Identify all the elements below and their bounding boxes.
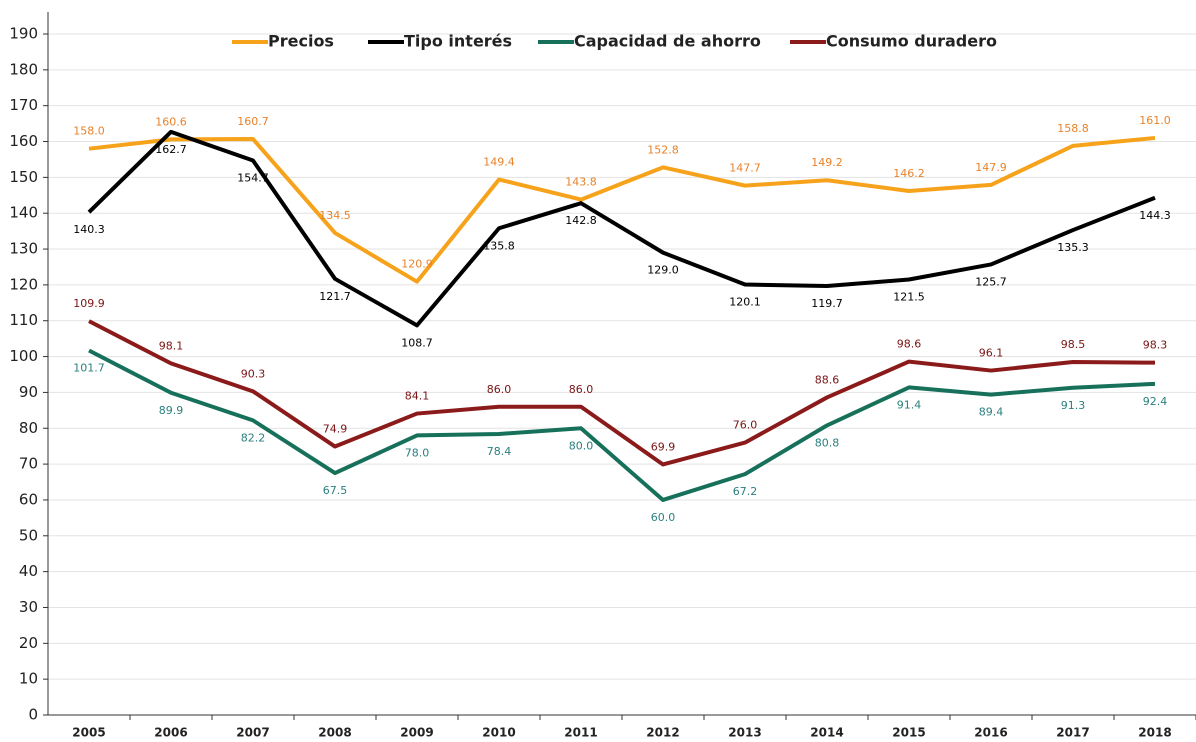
data-label: 147.7 [729,162,761,175]
data-label: 140.3 [73,223,105,236]
y-tick-label: 170 [9,96,38,114]
data-label: 135.8 [483,239,515,252]
y-tick-label: 20 [19,634,38,652]
x-tick-label: 2007 [236,726,269,740]
x-tick-label: 2014 [810,726,843,740]
x-tick-label: 2016 [974,726,1007,740]
y-tick-label: 130 [9,240,38,258]
data-label: 119.7 [811,297,843,310]
data-label: 162.7 [155,143,187,156]
x-tick-label: 2005 [72,726,105,740]
series-line [88,135,1156,284]
data-label: 149.2 [811,156,843,169]
x-tick-label: 2012 [646,726,679,740]
data-label: 125.7 [975,275,1007,288]
data-label: 84.1 [405,390,430,403]
data-label: 67.5 [323,484,348,497]
data-label: 108.7 [401,336,433,349]
data-label: 98.5 [1061,338,1086,351]
x-tick-label: 2008 [318,726,351,740]
y-tick-label: 150 [9,168,38,186]
y-tick-label: 120 [9,275,38,293]
x-tick-label: 2015 [892,726,925,740]
x-tick-label: 2013 [728,726,761,740]
y-tick-label: 100 [9,347,38,365]
x-tick-label: 2010 [482,726,515,740]
data-label: 67.2 [733,485,758,498]
x-tick-label: 2009 [400,726,433,740]
series-line [88,348,1156,502]
data-label: 149.4 [483,156,515,169]
data-label: 134.5 [319,209,351,222]
data-label: 88.6 [815,373,840,386]
data-label: 154.7 [237,172,269,185]
data-label: 92.4 [1143,395,1168,408]
data-label: 101.7 [73,361,105,374]
data-label: 144.3 [1139,209,1171,222]
y-tick-label: 180 [9,60,38,78]
data-label: 90.3 [241,367,266,380]
data-label: 69.9 [651,440,676,453]
y-tick-label: 160 [9,132,38,150]
data-label: 143.8 [565,176,597,189]
data-label: 98.6 [897,338,922,351]
data-label: 86.0 [569,383,594,396]
data-label: 96.1 [979,347,1004,360]
data-label: 152.8 [647,143,679,156]
data-label: 121.5 [893,291,925,304]
data-label: 91.4 [897,398,922,411]
data-label: 86.0 [487,383,512,396]
data-label: 89.9 [159,404,184,417]
data-label: 146.2 [893,167,925,180]
data-label: 120.9 [401,258,433,271]
data-label: 120.1 [729,296,761,309]
y-tick-label: 140 [9,204,38,222]
data-label: 160.6 [155,115,187,128]
y-tick-label: 0 [28,706,38,724]
data-label: 80.8 [815,436,840,449]
series-line [88,319,1156,467]
y-tick-label: 10 [19,670,38,688]
legend-label: Consumo duradero [826,32,997,51]
data-label: 142.8 [565,214,597,227]
legend-label: Precios [268,32,334,51]
data-label: 135.3 [1057,241,1089,254]
x-tick-label: 2017 [1056,726,1089,740]
data-label: 121.7 [319,290,351,303]
y-tick-label: 110 [9,311,38,329]
data-label: 78.4 [487,445,512,458]
data-label: 158.8 [1057,122,1089,135]
data-label: 76.0 [733,419,758,432]
legend-label: Tipo interés [404,32,512,51]
data-label: 98.1 [159,339,184,352]
y-tick-label: 30 [19,598,38,616]
data-label: 147.9 [975,161,1007,174]
y-tick-label: 90 [19,383,38,401]
y-tick-label: 70 [19,455,38,473]
legend-label: Capacidad de ahorro [574,32,761,51]
x-tick-label: 2018 [1138,726,1171,740]
x-tick-label: 2011 [564,726,597,740]
y-tick-label: 60 [19,490,38,508]
data-label: 89.4 [979,406,1004,419]
data-label: 109.9 [73,297,105,310]
data-label: 78.0 [405,446,430,459]
data-label: 74.9 [323,423,348,436]
series-line [87,129,1156,328]
data-label: 158.0 [73,125,105,138]
data-label: 160.7 [237,115,269,128]
y-tick-label: 50 [19,526,38,544]
data-label: 82.2 [241,431,266,444]
x-tick-label: 2006 [154,726,187,740]
data-label: 161.0 [1139,114,1171,127]
data-label: 98.3 [1143,339,1168,352]
data-label: 80.0 [569,439,594,452]
data-label: 129.0 [647,264,679,277]
y-tick-label: 40 [19,562,38,580]
data-label: 91.3 [1061,399,1086,412]
y-tick-label: 80 [19,419,38,437]
data-label: 60.0 [651,511,676,524]
y-tick-label: 190 [9,25,38,43]
